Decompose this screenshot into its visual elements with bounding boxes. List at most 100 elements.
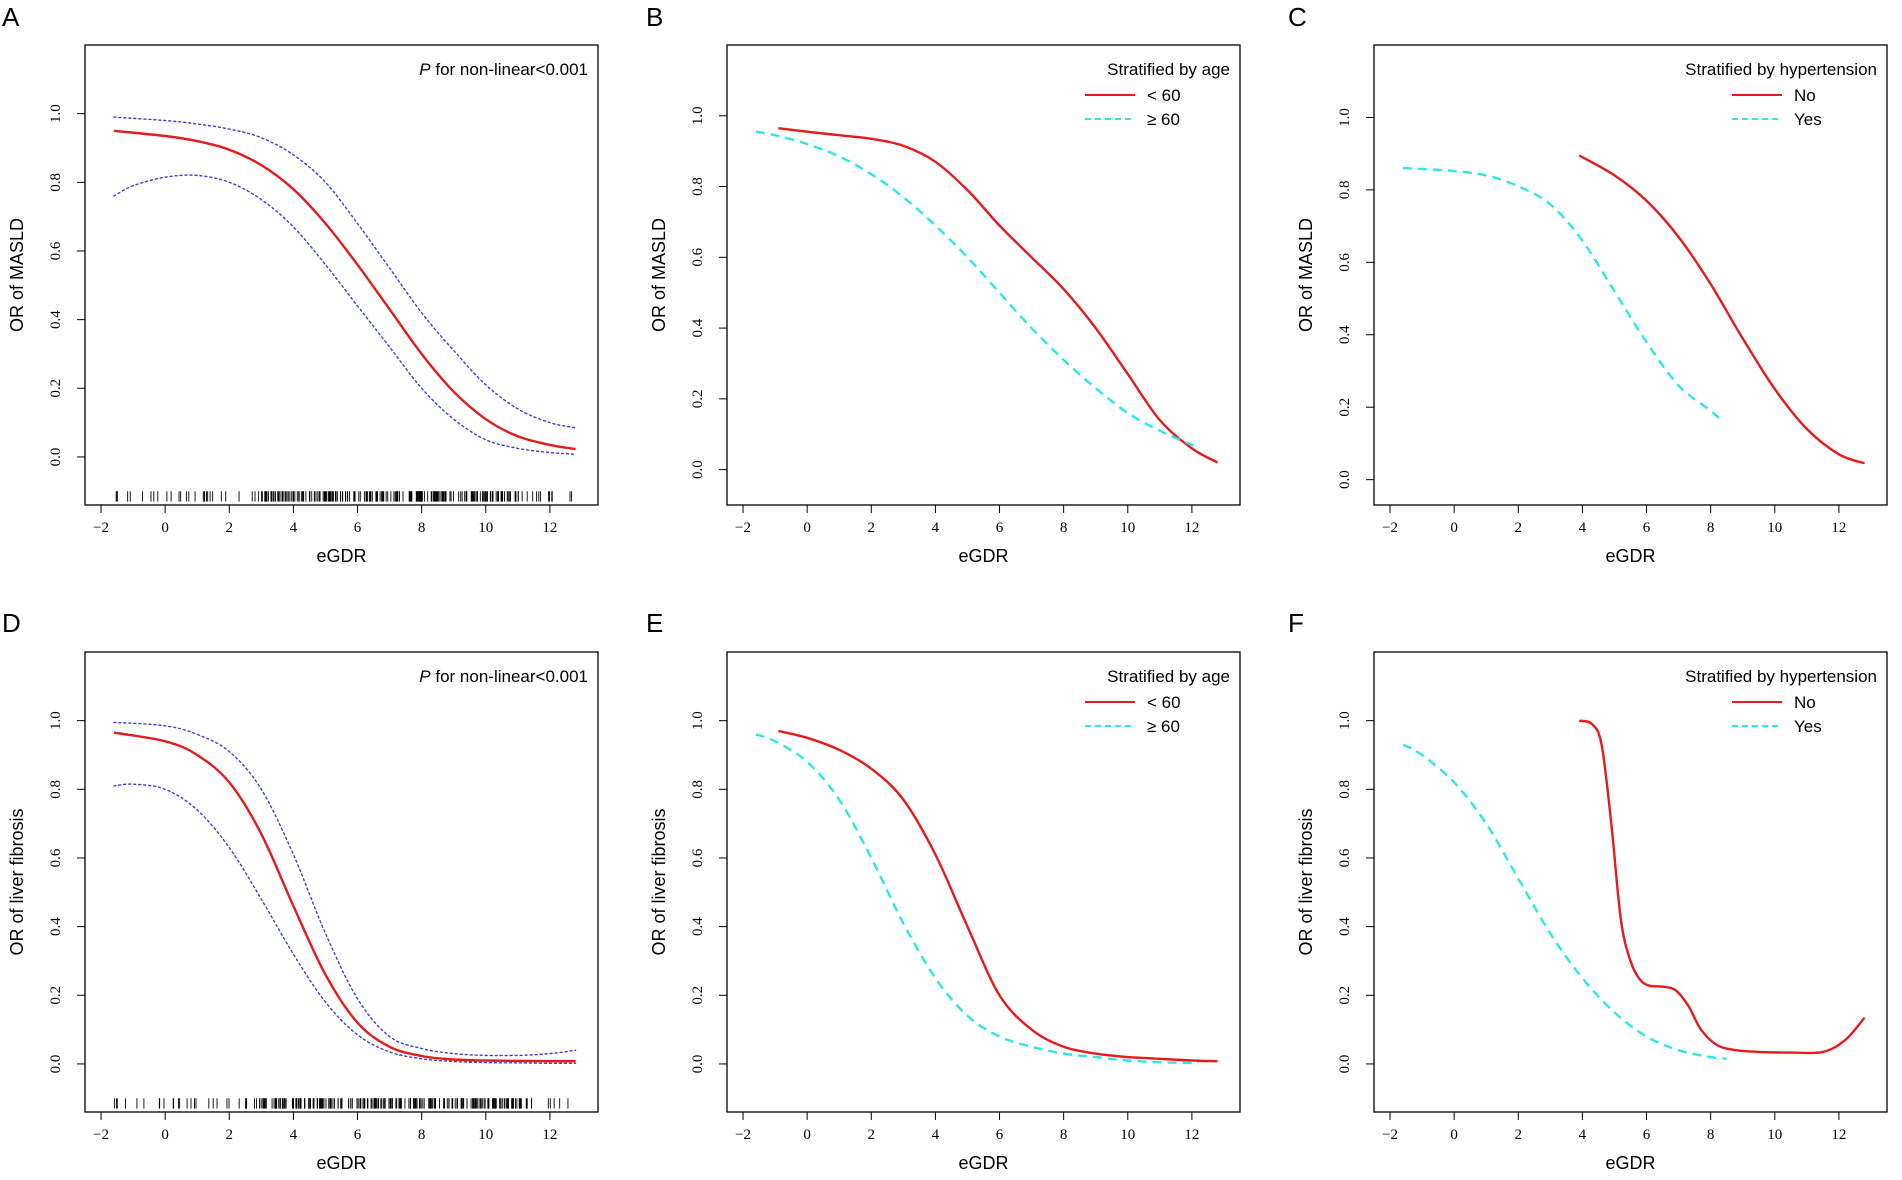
y-tick-label: 0.8 <box>1337 181 1353 200</box>
y-tick-label: 0.6 <box>48 241 64 260</box>
series-line-lower-ci <box>113 174 577 455</box>
panel-b: B −2 0 2 4 6 8 10 12 0.0 0.2 0.4 0.6 0.8 1.0 eGDR OR of … <box>646 2 1241 566</box>
y-axis-label: OR of MASLD <box>1296 218 1316 332</box>
x-tick-label: 2 <box>1515 520 1523 536</box>
y-tick-label: 0.4 <box>48 310 64 329</box>
x-tick-label: 2 <box>1515 1127 1523 1143</box>
p-value-annotation: P for non-linear<0.001 <box>419 667 588 686</box>
x-tick-label: 6 <box>1643 520 1651 536</box>
y-tick-label: 0.4 <box>48 917 64 936</box>
x-tick-label: 4 <box>1579 520 1587 536</box>
panel-letter: F <box>1288 608 1304 638</box>
series-line-upper-ci <box>113 116 577 429</box>
y-tick-label: 0.6 <box>48 848 64 867</box>
x-tick-label: 12 <box>1831 1127 1846 1143</box>
y-tick-label: 1.0 <box>690 106 706 125</box>
y-tick-label: 0.4 <box>1337 325 1353 344</box>
x-tick-label: 0 <box>1450 1127 1458 1143</box>
plot-frame <box>1373 44 1888 506</box>
x-tick-label: 4 <box>932 1127 940 1143</box>
x-tick-label: 2 <box>226 520 234 536</box>
y-tick-label: 0.2 <box>48 986 64 1005</box>
x-tick-label: 12 <box>1184 1127 1199 1143</box>
x-axis-label: eGDR <box>1605 546 1655 566</box>
y-tick-label: 0.2 <box>48 379 64 398</box>
x-tick-label: 6 <box>996 520 1004 536</box>
legend-label: Yes <box>1794 110 1822 129</box>
series-line-60 <box>778 127 1219 464</box>
legend-label: < 60 <box>1147 86 1181 105</box>
p-symbol: P <box>419 667 431 686</box>
p-value-text: for non-linear<0.001 <box>431 667 588 686</box>
plot-frame <box>84 651 599 1113</box>
panel-a: A −2 0 2 4 6 8 10 12 0.0 0.2 0.4 0.6 0.8 1.0 eGDR OR of … <box>2 2 599 566</box>
x-axis-label: eGDR <box>316 546 366 566</box>
x-tick-label: 0 <box>161 520 169 536</box>
series-line-yes <box>1402 166 1725 423</box>
x-tick-label: 0 <box>1450 520 1458 536</box>
x-tick-label: 10 <box>1120 1127 1135 1143</box>
series-line-no <box>1578 719 1866 1055</box>
y-tick-label: 1.0 <box>1337 108 1353 127</box>
y-tick-label: 0.0 <box>690 1055 706 1074</box>
y-tick-label: 0.2 <box>1337 398 1353 417</box>
panel-letter: C <box>1288 2 1307 32</box>
y-tick-label: 0.8 <box>48 780 64 799</box>
legend-title: Stratified by age <box>1107 667 1230 686</box>
plot-frame <box>726 44 1241 506</box>
panel-letter: A <box>2 2 20 32</box>
x-tick-label: 0 <box>803 1127 811 1143</box>
y-axis-label: OR of liver fibrosis <box>649 808 669 955</box>
y-tick-label: 1.0 <box>48 711 64 730</box>
x-axis-label: eGDR <box>958 546 1008 566</box>
legend-title: Stratified by hypertension <box>1685 667 1877 686</box>
y-tick-label: 1.0 <box>48 104 64 123</box>
x-tick-label: 8 <box>1060 1127 1068 1143</box>
x-tick-label: −2 <box>1382 1127 1398 1143</box>
x-tick-label: 0 <box>161 1127 169 1143</box>
y-tick-label: 0.0 <box>1337 1055 1353 1074</box>
y-tick-label: 0.6 <box>1337 252 1353 271</box>
x-tick-label: 4 <box>290 1127 298 1143</box>
panel-letter: D <box>2 608 21 638</box>
y-axis-label: OR of MASLD <box>7 218 27 332</box>
y-tick-label: 0.8 <box>690 177 706 196</box>
legend-label: ≥ 60 <box>1147 717 1180 736</box>
x-tick-label: 4 <box>290 520 298 536</box>
x-tick-label: 12 <box>542 1127 557 1143</box>
series-line-60 <box>755 733 1199 1065</box>
x-tick-label: 8 <box>418 520 426 536</box>
x-tick-label: 2 <box>868 520 876 536</box>
x-tick-label: 6 <box>354 1127 362 1143</box>
series-line-or <box>113 129 576 451</box>
y-tick-label: 0.8 <box>1337 780 1353 799</box>
x-tick-label: 0 <box>803 520 811 536</box>
y-axis-label: OR of liver fibrosis <box>1296 808 1316 955</box>
x-axis-label: eGDR <box>958 1153 1008 1173</box>
y-tick-label: 0.4 <box>690 318 706 337</box>
y-tick-label: 0.4 <box>1337 917 1353 936</box>
legend-label: ≥ 60 <box>1147 110 1180 129</box>
x-tick-label: 10 <box>1767 1127 1782 1143</box>
x-tick-label: −2 <box>93 1127 109 1143</box>
y-tick-label: 1.0 <box>1337 711 1353 730</box>
x-tick-label: 8 <box>1060 520 1068 536</box>
x-tick-label: 12 <box>542 520 557 536</box>
plot-frame <box>726 651 1241 1113</box>
rug-marks <box>115 491 573 502</box>
legend-title: Stratified by age <box>1107 60 1230 79</box>
panel-e: E −2 0 2 4 6 8 10 12 0.0 0.2 0.4 0.6 0.8 1.0 eGDR OR of … <box>646 608 1241 1173</box>
panel-letter: E <box>646 608 663 638</box>
x-tick-label: 10 <box>1767 520 1782 536</box>
legend: Stratified by hypertension No Yes <box>1685 60 1877 129</box>
p-symbol: P <box>419 60 431 79</box>
y-tick-label: 0.2 <box>690 389 706 408</box>
legend: Stratified by age < 60 ≥ 60 <box>1085 667 1230 736</box>
y-tick-label: 0.2 <box>1337 986 1353 1005</box>
x-tick-label: −2 <box>735 1127 751 1143</box>
legend: Stratified by age < 60 ≥ 60 <box>1085 60 1230 129</box>
x-tick-label: −2 <box>735 520 751 536</box>
y-tick-label: 0.6 <box>1337 848 1353 867</box>
y-tick-label: 0.0 <box>48 1055 64 1074</box>
